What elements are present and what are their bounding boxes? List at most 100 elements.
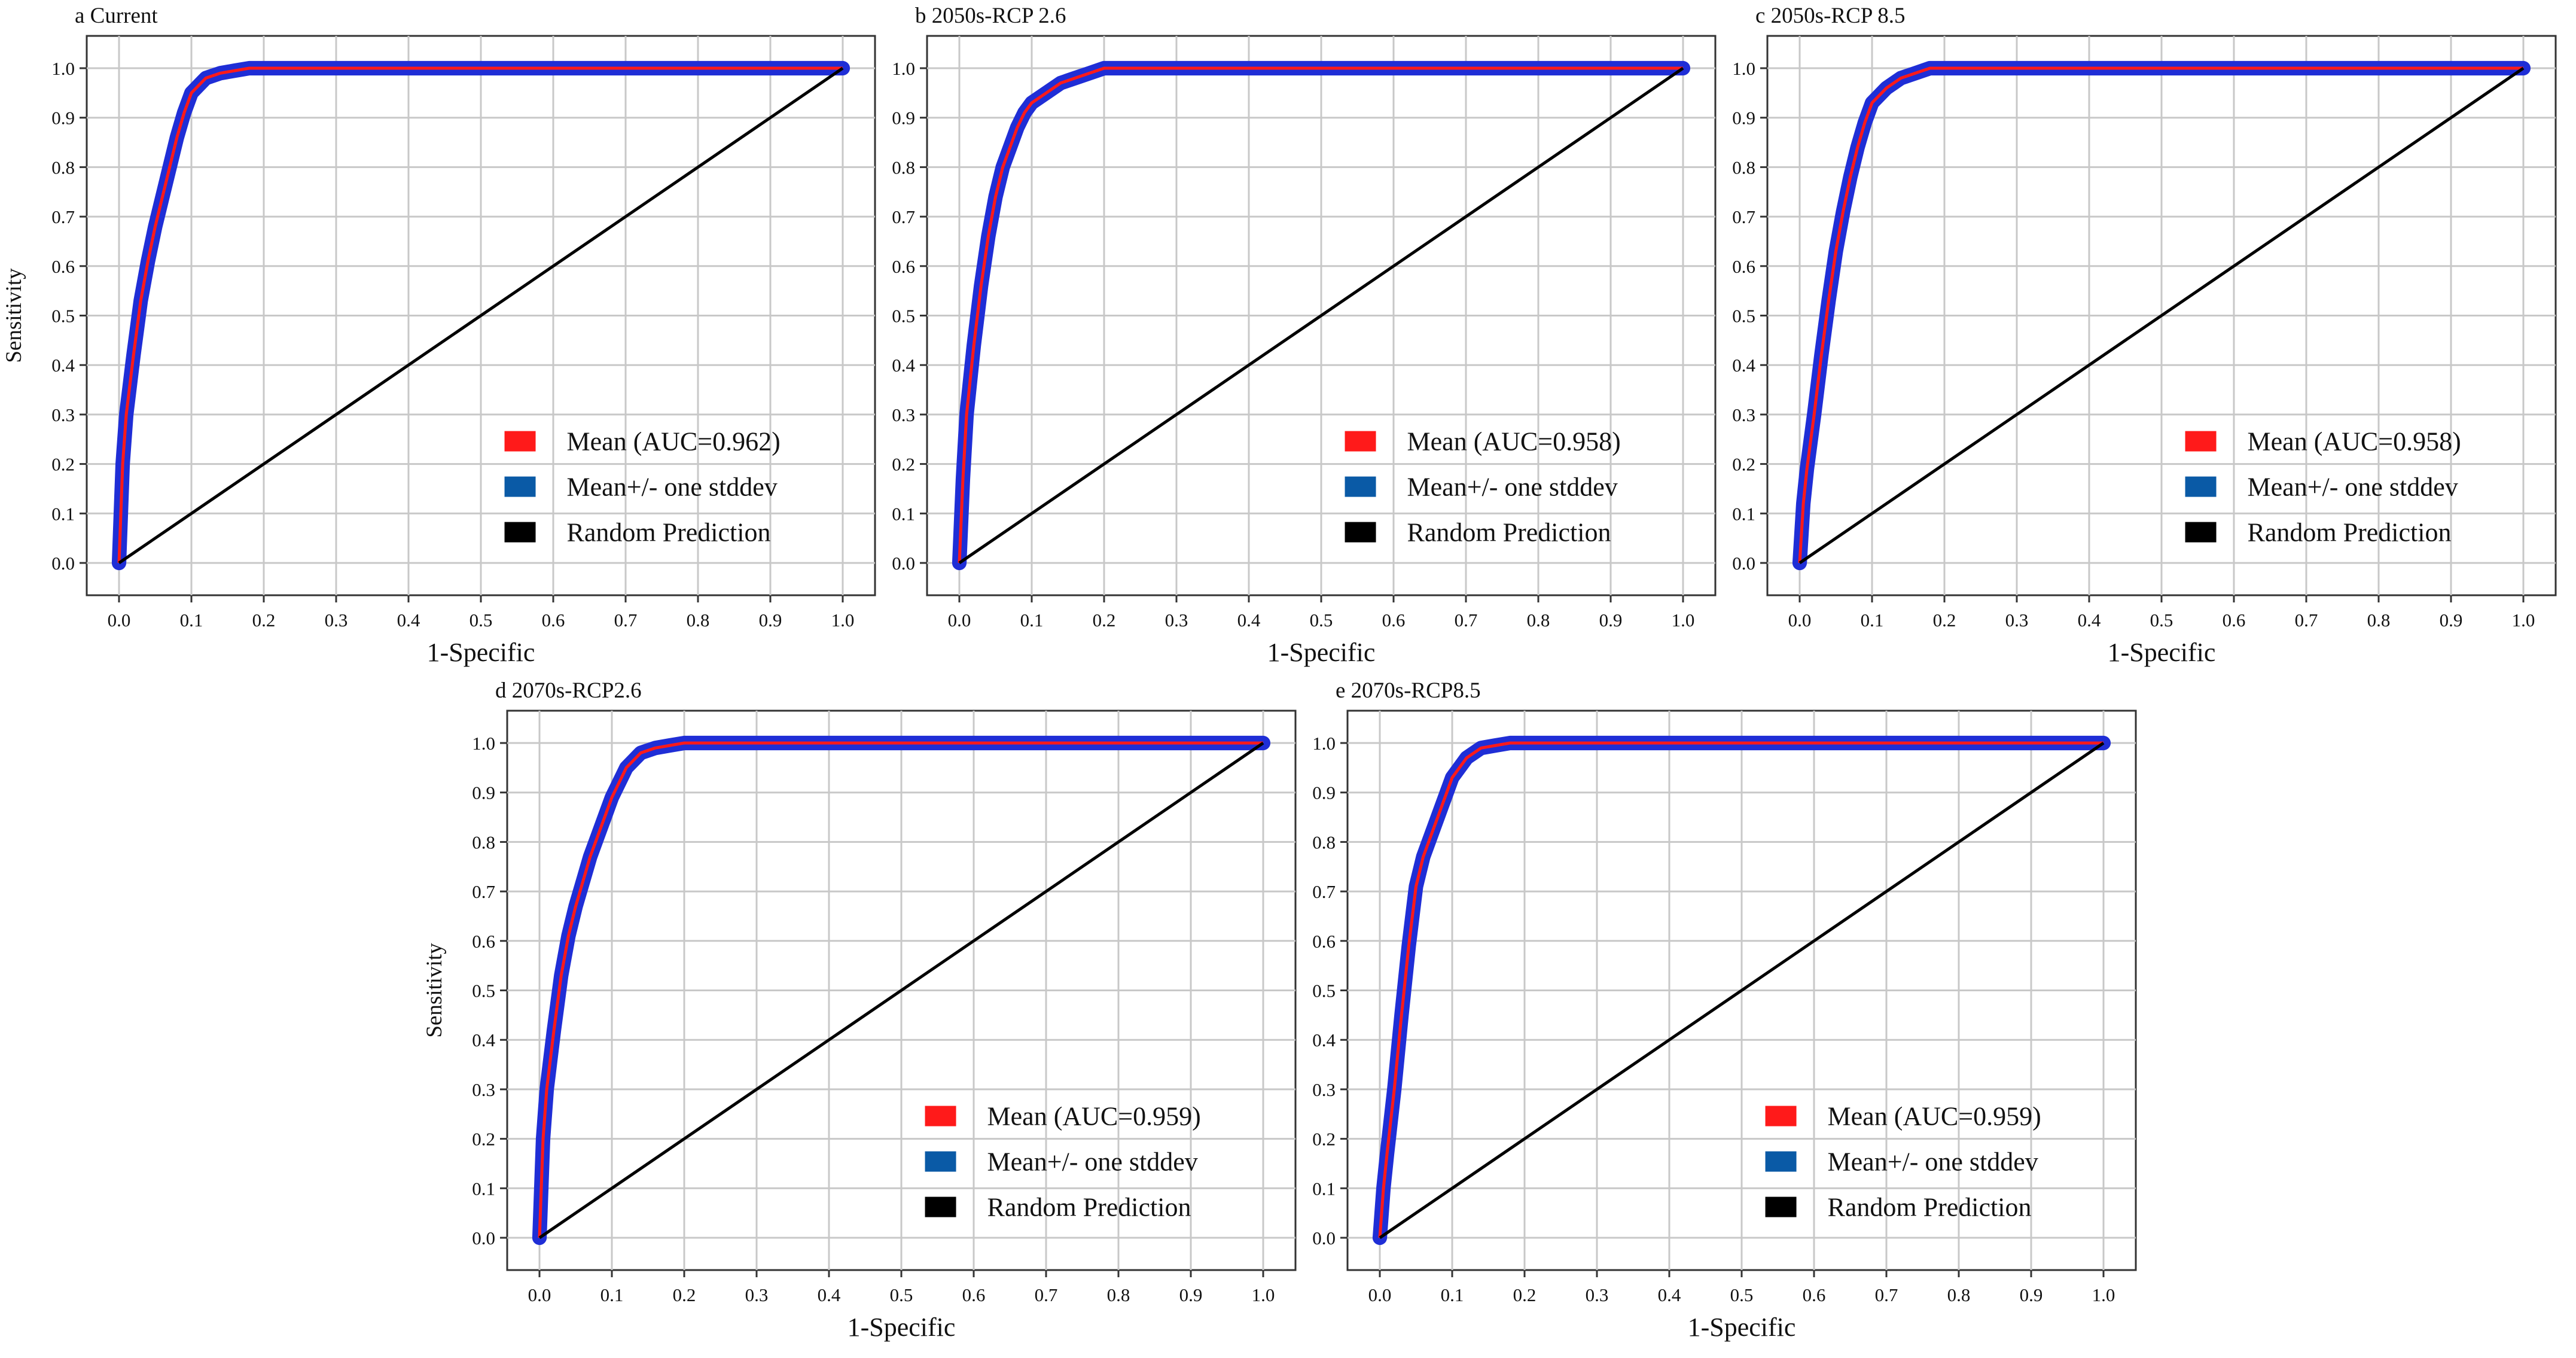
x-tick-label: 0.8: [687, 610, 710, 631]
legend-label-mean: Mean (AUC=0.959): [987, 1102, 1201, 1131]
y-tick-label: 0.9: [892, 108, 915, 129]
x-tick-label: 0.6: [1803, 1284, 1826, 1305]
y-tick-label: 0.8: [51, 157, 75, 178]
x-tick-label: 0.3: [325, 610, 348, 631]
x-tick-label: 0.1: [1861, 610, 1884, 631]
legend-swatch-stddev: [2185, 476, 2217, 497]
x-axis-label: 1-Specific: [1688, 1313, 1796, 1342]
x-tick-label: 1.0: [2092, 1284, 2115, 1305]
random-prediction-line: [538, 741, 1264, 1240]
x-tick-label: 0.7: [1455, 610, 1478, 631]
x-tick-label: 0.3: [1165, 610, 1188, 631]
y-tick-label: 0.8: [472, 832, 495, 852]
y-tick-label: 0.1: [892, 503, 915, 524]
y-tick-label: 1.0: [1312, 733, 1336, 754]
y-tick-label: 0.7: [892, 206, 915, 227]
y-tick-label: 0.1: [51, 503, 75, 524]
panel-title: c 2050s-RCP 8.5: [1755, 4, 1905, 28]
y-tick-label: 0.6: [472, 931, 495, 952]
x-tick-label: 0.9: [1179, 1284, 1203, 1305]
x-tick-label: 0.8: [1947, 1284, 1971, 1305]
x-tick-label: 0.5: [470, 610, 493, 631]
y-tick-label: 0.4: [51, 355, 75, 376]
legend-label-random: Random Prediction: [987, 1193, 1191, 1222]
y-tick-label: 0.3: [892, 404, 915, 425]
legend-swatch-mean: [925, 1106, 956, 1126]
y-tick-label: 0.5: [1312, 981, 1336, 1001]
legend-swatch-mean: [2185, 431, 2217, 452]
y-tick-label: 1.0: [51, 58, 75, 79]
x-tick-label: 1.0: [2512, 610, 2535, 631]
random-prediction-line: [118, 66, 844, 565]
y-tick-label: 1.0: [892, 58, 915, 79]
y-tick-label: 0.7: [472, 881, 495, 902]
x-axis-label: 1-Specific: [848, 1313, 956, 1342]
y-tick-label: 0.7: [1312, 881, 1336, 902]
x-tick-label: 0.0: [1368, 1284, 1392, 1305]
x-tick-label: 0.7: [614, 610, 638, 631]
x-axis-label: 1-Specific: [1267, 638, 1376, 667]
legend-swatch-stddev: [1765, 1151, 1797, 1172]
x-tick-label: 0.6: [2223, 610, 2246, 631]
y-tick-label: 0.5: [892, 306, 915, 327]
y-tick-label: 0.8: [1312, 832, 1336, 852]
x-tick-label: 0.3: [2005, 610, 2029, 631]
x-tick-label: 0.8: [2367, 610, 2391, 631]
x-tick-label: 0.1: [180, 610, 203, 631]
panel-title: a Current: [75, 4, 158, 28]
y-tick-label: 0.4: [1312, 1030, 1336, 1051]
x-tick-label: 0.4: [818, 1284, 841, 1305]
y-tick-label: 1.0: [472, 733, 495, 754]
x-tick-label: 0.9: [759, 610, 782, 631]
y-tick-label: 0.9: [472, 782, 495, 803]
x-tick-label: 1.0: [831, 610, 855, 631]
x-tick-label: 0.2: [1093, 610, 1116, 631]
legend-swatch-random: [925, 1196, 956, 1217]
x-tick-label: 0.0: [108, 610, 131, 631]
panel-title: d 2070s-RCP2.6: [495, 678, 642, 703]
legend-label-mean: Mean (AUC=0.959): [1828, 1102, 2041, 1131]
legend-swatch-stddev: [504, 476, 536, 497]
random-prediction-line: [958, 66, 1684, 565]
y-axis-label: Sensitivity: [422, 943, 447, 1038]
y-tick-label: 0.0: [472, 1228, 495, 1249]
legend-label-random: Random Prediction: [2248, 518, 2452, 547]
x-tick-label: 0.6: [962, 1284, 986, 1305]
x-tick-label: 0.2: [673, 1284, 696, 1305]
legend-swatch-mean: [504, 431, 536, 452]
x-tick-label: 0.1: [1441, 1284, 1464, 1305]
legend-label-stddev: Mean+/- one stddev: [1407, 473, 1618, 502]
x-tick-label: 0.3: [1586, 1284, 1609, 1305]
x-tick-label: 0.8: [1527, 610, 1550, 631]
roc-panel-e: 0.0 0.1 0.2 0.3 0.4 0.5 0.6 0.7 0.8 0.9 1.0 0.0 0.1 0…: [1312, 678, 2137, 1342]
x-tick-label: 1.0: [1252, 1284, 1275, 1305]
y-tick-label: 0.6: [51, 256, 75, 277]
legend-label-random: Random Prediction: [567, 518, 771, 547]
x-tick-label: 0.2: [1933, 610, 1956, 631]
y-tick-label: 0.2: [892, 454, 915, 475]
mean-roc-curve: [958, 66, 1683, 564]
x-tick-label: 0.6: [542, 610, 565, 631]
x-tick-label: 0.0: [1788, 610, 1812, 631]
y-tick-label: 0.1: [472, 1178, 495, 1199]
y-tick-label: 0.7: [51, 206, 75, 227]
x-tick-label: 0.0: [528, 1284, 551, 1305]
x-tick-label: 0.5: [1310, 610, 1333, 631]
y-tick-label: 0.9: [1312, 782, 1336, 803]
y-tick-label: 0.4: [892, 355, 915, 376]
y-tick-label: 0.5: [472, 981, 495, 1001]
x-tick-label: 0.1: [1020, 610, 1044, 631]
y-tick-label: 0.6: [1732, 256, 1755, 277]
x-tick-label: 0.8: [1107, 1284, 1130, 1305]
legend-swatch-mean: [1765, 1106, 1797, 1126]
y-axis-label: Sensitivity: [2, 268, 26, 363]
x-tick-label: 0.4: [397, 610, 420, 631]
x-tick-label: 0.6: [1382, 610, 1406, 631]
y-tick-label: 0.0: [1732, 553, 1755, 574]
roc-panel-c: 0.0 0.1 0.2 0.3 0.4 0.5 0.6 0.7 0.8 0.9 1.0 0.0 0.1 0…: [1732, 4, 2557, 667]
roc-panel-b: 0.0 0.1 0.2 0.3 0.4 0.5 0.6 0.7 0.8 0.9 1.0 0.0 0.1 0…: [892, 4, 1717, 667]
random-prediction-line: [1798, 66, 2525, 565]
x-tick-label: 0.0: [948, 610, 971, 631]
legend-label-mean: Mean (AUC=0.958): [2248, 427, 2461, 456]
